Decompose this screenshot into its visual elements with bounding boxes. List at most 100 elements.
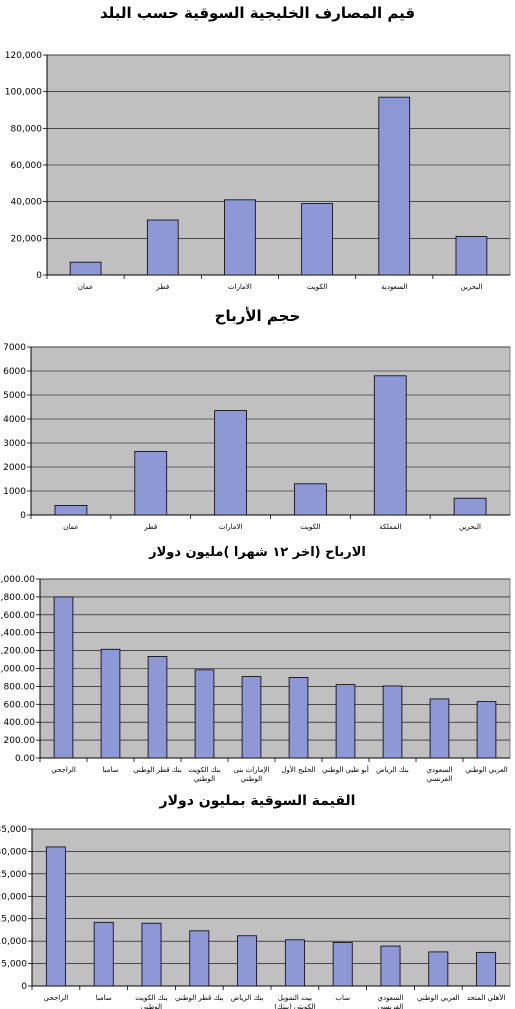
bar bbox=[335, 684, 356, 759]
bar bbox=[378, 96, 411, 276]
x-category-label: بنك قطر الوطني bbox=[133, 766, 182, 774]
bar bbox=[134, 451, 168, 516]
x-category-label: أبو ظبي الوطني bbox=[322, 765, 369, 774]
y-tick-label: 1,800.00 bbox=[0, 593, 35, 603]
bar bbox=[146, 219, 179, 276]
bar bbox=[93, 921, 114, 987]
x-category-label: سامبا bbox=[103, 766, 119, 774]
y-tick-label: 800.00 bbox=[4, 682, 36, 692]
chart-2-title: حجم الأرباح bbox=[214, 307, 301, 325]
bar bbox=[294, 483, 327, 516]
x-category-label: الكويت bbox=[307, 283, 327, 291]
y-tick-label: 0 bbox=[21, 982, 27, 992]
y-tick-label: 5,000 bbox=[1, 960, 27, 970]
bar bbox=[53, 596, 74, 759]
x-category-label: العربي الوطني bbox=[417, 994, 460, 1002]
y-tick-label: 100,000 bbox=[5, 88, 42, 98]
y-tick-label: 3000 bbox=[3, 439, 26, 449]
bar bbox=[45, 846, 66, 987]
bar bbox=[301, 203, 333, 276]
bar bbox=[237, 935, 258, 987]
x-category-label: الامارات bbox=[228, 283, 252, 291]
x-category-label: قطر bbox=[155, 283, 169, 291]
bar bbox=[284, 939, 305, 987]
y-tick-label: 1,400.00 bbox=[0, 629, 35, 639]
bar bbox=[428, 951, 449, 987]
x-category-label: السعودي الفرنسي bbox=[427, 766, 453, 783]
chart-1-title: قيم المصارف الخليجية السوقية حسب البلد bbox=[99, 4, 416, 22]
x-category-label: بنك الكويت الوطني bbox=[135, 994, 168, 1009]
x-category-label: بيت التمويل الكويتي (بيتك) bbox=[274, 994, 315, 1009]
y-tick-label: 1000 bbox=[3, 487, 26, 497]
y-tick-label: 15,000 bbox=[0, 915, 27, 925]
x-category-label: الأهلي المتحد bbox=[467, 993, 505, 1002]
x-category-label: الراجحي bbox=[51, 766, 76, 774]
x-category-label: بنك قطر الوطني bbox=[175, 994, 224, 1002]
bar bbox=[54, 504, 88, 516]
bar bbox=[147, 656, 168, 759]
chart-3-title: الارباح (اخر ١٢ شهرا )مليون دولار bbox=[149, 545, 366, 560]
x-category-label: المملكة bbox=[379, 523, 401, 531]
x-category-label: الكويت bbox=[300, 523, 320, 531]
y-tick-label: 400.00 bbox=[4, 718, 36, 728]
y-tick-label: 0 bbox=[20, 511, 26, 521]
x-category-label: السعودي الفرنسي bbox=[378, 994, 404, 1009]
x-category-label: بنك الرياض bbox=[376, 766, 409, 774]
plot-area bbox=[30, 346, 511, 516]
x-category-label: عمان bbox=[78, 283, 94, 291]
chart-3-svg: 0.00 200.00 400.00 600.00 800.00 1,000.00 1,20… bbox=[0, 575, 511, 783]
y-tick-label: 80,000 bbox=[11, 124, 43, 134]
y-tick-label: 600.00 bbox=[4, 700, 36, 710]
bar bbox=[382, 685, 403, 759]
y-tick-label: 25,000 bbox=[0, 870, 27, 880]
x-category-label: ساب bbox=[335, 994, 350, 1002]
bar bbox=[69, 261, 102, 276]
x-category-label: البحرين bbox=[460, 283, 482, 291]
x-category-label: قطر bbox=[143, 523, 157, 531]
bar bbox=[380, 945, 401, 987]
bar bbox=[476, 701, 497, 759]
x-category-label: العربي الوطني bbox=[465, 766, 508, 774]
bar bbox=[332, 942, 353, 987]
y-tick-label: 7000 bbox=[3, 343, 26, 353]
bar bbox=[453, 497, 487, 516]
x-category-label: الإمارات بنى الوطني bbox=[234, 766, 270, 783]
y-tick-label: 4000 bbox=[3, 415, 26, 425]
x-category-label: الخليج الأول bbox=[281, 765, 315, 774]
chart-4-title: القيمة السوقية بمليون دولار bbox=[159, 793, 356, 809]
y-tick-label: 120,000 bbox=[5, 51, 42, 61]
x-category-label: البحرين bbox=[459, 523, 481, 531]
x-category-label: عمان bbox=[63, 523, 79, 531]
y-tick-label: 35,000 bbox=[0, 825, 27, 835]
y-tick-label: 20,000 bbox=[0, 892, 27, 902]
bar bbox=[214, 410, 247, 516]
bar bbox=[189, 930, 210, 987]
y-tick-label: 60,000 bbox=[11, 161, 43, 171]
y-tick-label: 5000 bbox=[3, 391, 26, 401]
y-tick-label: 30,000 bbox=[0, 847, 27, 857]
bar bbox=[141, 922, 162, 987]
chart-1-svg: 0 20,000 40,000 60,000 80,000 100,000 120,000 ع… bbox=[5, 51, 511, 291]
y-tick-label: 20,000 bbox=[11, 234, 43, 244]
bar bbox=[224, 199, 256, 276]
chart-4-svg: 0 5,000 10,000 15,000 20,000 25,000 30,000 35,0… bbox=[0, 825, 511, 1009]
x-category-label: بنك الرياض bbox=[231, 994, 264, 1002]
x-category-label: السعودية bbox=[381, 283, 407, 291]
bar bbox=[100, 648, 121, 759]
x-category-label: الراجحي bbox=[44, 994, 69, 1002]
y-tick-label: 1,200.00 bbox=[0, 647, 35, 657]
y-tick-label: 1,600.00 bbox=[0, 611, 35, 621]
y-tick-label: 10,000 bbox=[0, 937, 27, 947]
y-tick-label: 200.00 bbox=[4, 736, 36, 746]
bar bbox=[194, 669, 215, 759]
y-tick-label: 0.00 bbox=[15, 754, 35, 764]
bar bbox=[455, 236, 488, 276]
y-tick-label: 6000 bbox=[3, 367, 26, 377]
y-tick-label: 40,000 bbox=[11, 198, 43, 208]
y-tick-label: 2000 bbox=[3, 463, 26, 473]
chart-2-svg: 0 1000 2000 3000 4000 5000 6000 7000 عمان قطر الام… bbox=[3, 343, 511, 531]
y-tick-label: 0 bbox=[36, 271, 42, 281]
bar bbox=[241, 676, 262, 759]
bar bbox=[373, 375, 407, 516]
x-category-label: سامبا bbox=[96, 994, 112, 1002]
